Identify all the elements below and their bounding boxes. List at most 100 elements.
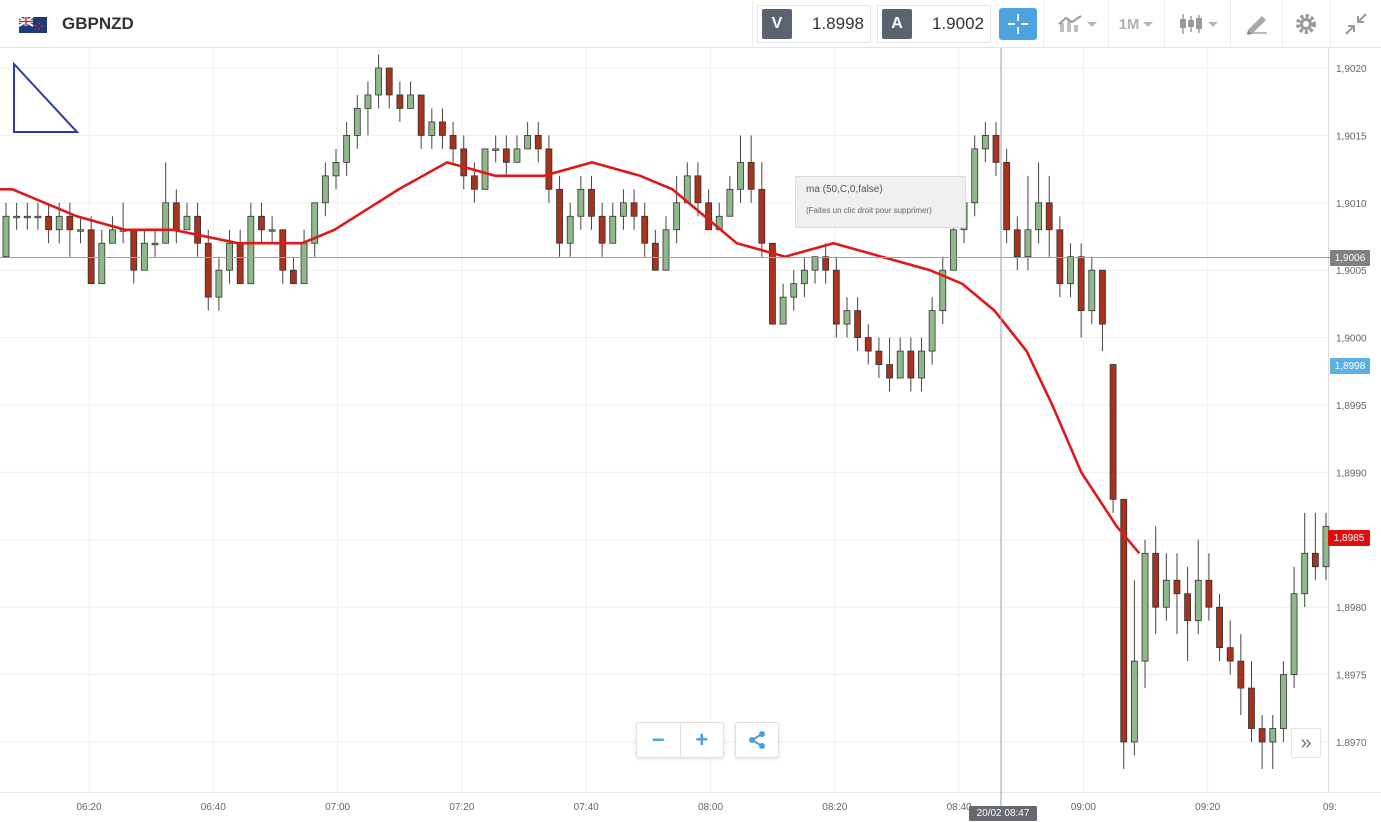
candle [2, 202, 10, 258]
candle [204, 229, 212, 311]
candle [45, 202, 52, 244]
candle-body-bullish [140, 242, 148, 271]
buy-quote[interactable]: A 1.9002 [877, 5, 991, 43]
chart-type-dropdown[interactable] [1172, 5, 1224, 43]
gear-icon [1296, 14, 1316, 34]
candle-body-bullish [492, 148, 500, 151]
candle-body-bullish [1130, 660, 1138, 743]
candle [140, 229, 148, 271]
candle [694, 162, 702, 217]
candle [843, 297, 851, 338]
chart-indicators-icon [1058, 15, 1082, 32]
candle [1141, 539, 1149, 689]
candle [87, 216, 95, 285]
candle-body-bearish [470, 175, 478, 190]
toolbar-divider [1330, 0, 1331, 48]
indicator-tooltip-title: ma (50,C,0,false) [806, 184, 883, 195]
candle [449, 121, 457, 163]
candle-body-bearish [694, 175, 702, 204]
candle [683, 162, 691, 204]
candle [747, 135, 755, 203]
candle-body-bearish [1216, 606, 1223, 649]
settings-button[interactable] [1288, 5, 1324, 43]
fullscreen-toggle-button[interactable] [1338, 5, 1374, 43]
candle [673, 175, 681, 244]
candle [800, 256, 808, 298]
zoom-out-button[interactable]: − [651, 727, 665, 752]
candle-body-bearish [864, 337, 872, 352]
candle [939, 256, 947, 325]
candle-body-bullish [971, 148, 979, 204]
candle [630, 189, 638, 230]
candle [1035, 162, 1042, 244]
candle-body-bullish [1141, 552, 1149, 662]
x-tick-label: 09:00 [1071, 802, 1096, 813]
candle-body-bullish [151, 242, 159, 246]
sell-price: 1.8998 [812, 14, 864, 33]
candle-body-bearish [630, 202, 638, 217]
candle-body-bullish [811, 256, 819, 271]
candle-body-bullish [918, 350, 925, 379]
candle-body-bullish [1301, 552, 1309, 595]
crosshair-button[interactable] [999, 8, 1037, 40]
candle-body-bearish [396, 94, 404, 109]
candle [832, 256, 840, 338]
scroll-to-latest-button[interactable]: » [1291, 728, 1321, 758]
candle [1077, 243, 1085, 338]
candle [215, 256, 223, 311]
y-tick-label: 1,9015 [1336, 131, 1367, 142]
candle-body-bearish [66, 215, 74, 231]
candle-body-bullish [407, 94, 414, 109]
triangle-drawing[interactable] [13, 61, 80, 133]
candle-body-bearish [651, 242, 659, 271]
zoom-controls: − + [636, 722, 724, 758]
share-button[interactable] [735, 722, 779, 758]
candle [577, 175, 585, 230]
toolbar-divider [1230, 0, 1231, 48]
candle [790, 270, 798, 311]
candle-body-bearish [1003, 161, 1011, 231]
candle-body-bearish [907, 350, 915, 379]
candle-body-bearish [1077, 256, 1085, 312]
zoom-in-button[interactable]: + [679, 723, 724, 757]
crosshair-icon [1008, 14, 1028, 34]
indicators-button[interactable] [1052, 5, 1102, 43]
candle [534, 121, 542, 163]
candle-body-bearish [1013, 229, 1021, 258]
candle-body-bullish [896, 350, 904, 379]
candle [1109, 364, 1117, 513]
price-chart[interactable]: 1,9020 1,9015 1,9010 1,9005 1,9000 1,8995 1,89… [0, 48, 1381, 822]
y-tick-label: 1,9005 [1336, 266, 1367, 277]
candle-body-bearish [832, 269, 840, 325]
candle-body-bearish [545, 148, 553, 190]
candle [524, 121, 532, 150]
sell-quote[interactable]: V 1.8998 [757, 5, 871, 43]
candle-body-bullish [1162, 579, 1170, 608]
share-icon [749, 731, 765, 749]
candle-body-bullish [1269, 728, 1277, 743]
candle-body-bullish [1088, 269, 1096, 312]
candle-body-bullish [332, 161, 340, 177]
candle [481, 148, 489, 190]
chart-toolbar: GBPNZD V 1.8998 A 1.9002 [0, 0, 1381, 48]
candle [332, 148, 340, 190]
candle-body-bullish [13, 215, 21, 219]
candle [1173, 553, 1181, 635]
candle-body-bearish [1099, 269, 1106, 325]
x-tick-label: 08:20 [822, 802, 847, 813]
candle-body-bearish [204, 242, 212, 298]
drawing-tools-button[interactable] [1238, 5, 1276, 43]
candle [769, 242, 776, 325]
candle-body-bearish [1311, 552, 1319, 568]
timeframe-dropdown[interactable]: 1M [1114, 5, 1158, 43]
candle-body-bullish [800, 269, 808, 285]
candle-body-bullish [23, 215, 31, 219]
moving-average-line[interactable] [0, 161, 1141, 555]
candle [651, 229, 659, 271]
candle [13, 202, 21, 230]
candle [1003, 148, 1011, 244]
candle [1152, 526, 1160, 635]
candle [364, 81, 372, 136]
candle-body-bearish [87, 229, 95, 285]
candle [417, 94, 425, 149]
